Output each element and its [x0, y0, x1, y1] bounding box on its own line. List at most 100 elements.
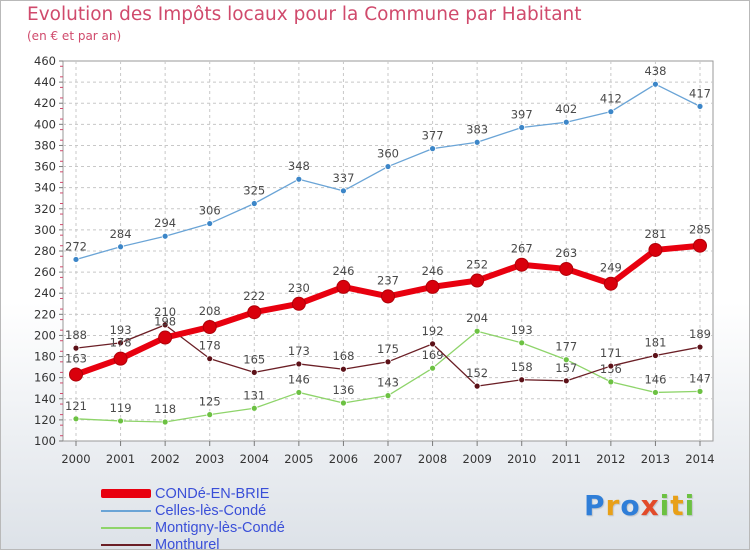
- data-point: [473, 382, 481, 390]
- y-tick-label: 420: [34, 96, 56, 110]
- data-label: 143: [377, 376, 399, 390]
- data-point: [473, 138, 481, 146]
- data-label: 118: [154, 402, 176, 416]
- x-tick-label: 2013: [641, 452, 670, 466]
- data-point: [113, 351, 128, 366]
- y-tick-label: 180: [34, 350, 56, 364]
- y-tick-label: 200: [34, 328, 56, 342]
- x-tick-label: 2007: [373, 452, 402, 466]
- series-3: 188 193 210 178 165 173 168 175 192 152 158 157 171 1…: [65, 305, 711, 390]
- data-label: 246: [332, 264, 354, 278]
- data-label: 325: [243, 184, 265, 198]
- data-point: [250, 404, 258, 412]
- data-label: 348: [288, 159, 310, 173]
- data-label: 230: [288, 281, 310, 295]
- data-point: [72, 256, 80, 263]
- x-tick-label: 2000: [61, 452, 90, 466]
- legend-item: Celles-lès-Condé: [101, 502, 285, 519]
- legend-item: Montigny-lès-Condé: [101, 519, 285, 536]
- data-label: 281: [644, 227, 666, 241]
- data-label: 175: [377, 342, 399, 356]
- data-point: [429, 145, 436, 153]
- data-point: [696, 343, 704, 351]
- data-point: [607, 362, 615, 370]
- legend-swatch: [101, 509, 151, 512]
- legend-swatch: [101, 526, 151, 529]
- data-label: 192: [422, 324, 444, 338]
- data-point: [340, 187, 347, 195]
- x-tick-label: 2009: [463, 452, 492, 466]
- data-label: 208: [199, 304, 221, 318]
- data-point: [206, 355, 214, 363]
- y-tick-label: 340: [34, 181, 56, 195]
- data-label: 181: [644, 336, 666, 350]
- data-label: 285: [689, 223, 711, 237]
- data-point: [607, 108, 615, 116]
- logo-letter: r: [605, 489, 621, 522]
- data-point: [158, 330, 173, 345]
- data-point: [161, 321, 169, 329]
- data-point: [202, 320, 217, 334]
- logo-letter: i: [659, 489, 671, 522]
- data-label: 171: [600, 346, 622, 360]
- y-tick-label: 260: [34, 265, 56, 279]
- data-label: 337: [332, 171, 354, 185]
- y-tick-label: 280: [34, 244, 56, 258]
- data-point: [518, 124, 526, 131]
- data-label: 210: [154, 305, 176, 319]
- data-point: [161, 418, 169, 426]
- proxiti-logo: Proxiti: [584, 489, 695, 522]
- x-tick-label: 2003: [195, 452, 224, 466]
- x-tick-label: 2014: [685, 452, 714, 466]
- legend-label: Monthurel: [155, 536, 220, 553]
- legend-label: CONDé-EN-BRIE: [155, 485, 270, 502]
- data-label: 438: [644, 64, 666, 78]
- data-label: 168: [332, 349, 354, 363]
- data-label: 173: [288, 344, 310, 358]
- data-label: 397: [511, 108, 533, 122]
- data-point: [518, 376, 526, 384]
- y-tick-label: 360: [34, 160, 56, 174]
- y-tick-label: 460: [34, 54, 56, 68]
- data-point: [72, 344, 80, 352]
- data-label: 193: [110, 323, 132, 337]
- data-point: [648, 242, 663, 257]
- data-point: [429, 364, 436, 372]
- chart-subtitle: (en € et par an): [27, 29, 122, 43]
- y-tick-label: 440: [34, 75, 56, 89]
- data-point: [696, 102, 704, 110]
- data-point: [562, 118, 570, 126]
- data-point: [340, 365, 347, 373]
- logo-letter: P: [584, 489, 606, 522]
- series-1: 272 284 294 306 325 348 337 360 377 383 397 402 412 4…: [65, 64, 711, 263]
- data-point: [161, 232, 169, 240]
- data-label: 360: [377, 147, 399, 161]
- data-point: [470, 273, 485, 288]
- data-point: [607, 378, 615, 386]
- data-point: [206, 411, 214, 419]
- data-label: 284: [110, 227, 132, 241]
- data-label: 158: [511, 360, 533, 374]
- data-label: 272: [65, 239, 87, 253]
- data-label: 246: [422, 264, 444, 278]
- data-label: 189: [689, 327, 711, 341]
- data-point: [250, 368, 258, 376]
- data-point: [652, 80, 659, 88]
- data-point: [384, 163, 392, 170]
- data-label: 163: [65, 352, 87, 366]
- x-tick-label: 2006: [329, 452, 358, 466]
- data-point: [696, 387, 704, 395]
- data-point: [381, 289, 395, 304]
- data-label: 263: [555, 246, 577, 260]
- data-label: 178: [110, 336, 132, 350]
- data-label: 249: [600, 261, 622, 275]
- data-point: [562, 377, 570, 385]
- data-point: [384, 392, 392, 400]
- data-label: 306: [199, 204, 221, 218]
- series-0: 163 178 198 208 222 230 246 237 246 252 267 263 249 2…: [65, 223, 711, 382]
- logo-letter: x: [640, 489, 660, 522]
- legend-item: Monthurel: [101, 536, 285, 553]
- data-point: [291, 296, 306, 311]
- x-tick-label: 2005: [284, 452, 313, 466]
